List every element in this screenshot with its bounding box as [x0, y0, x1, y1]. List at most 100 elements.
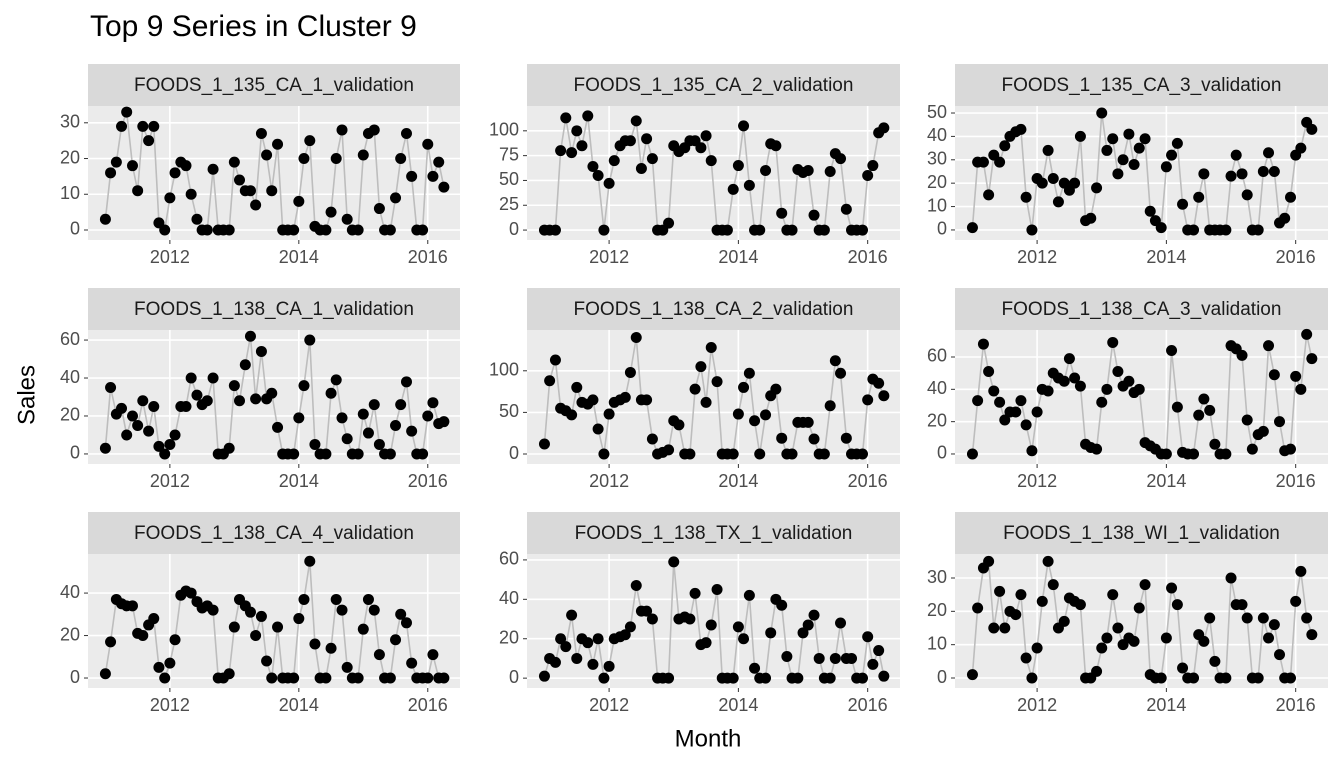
- point: [223, 668, 235, 680]
- strip: [955, 64, 1328, 106]
- point: [368, 124, 380, 136]
- point: [234, 395, 246, 407]
- y-tick-label: 0: [509, 219, 519, 239]
- point: [159, 224, 171, 236]
- point: [576, 140, 588, 152]
- point: [164, 657, 176, 669]
- point: [1257, 165, 1269, 177]
- point: [776, 207, 788, 219]
- point: [727, 672, 739, 684]
- point: [422, 410, 434, 422]
- point: [630, 331, 642, 343]
- point: [878, 670, 890, 682]
- point: [132, 185, 144, 197]
- point: [341, 213, 353, 225]
- point: [1139, 579, 1151, 591]
- point: [298, 380, 310, 392]
- point: [1010, 406, 1022, 418]
- point: [641, 605, 653, 617]
- point: [818, 224, 830, 236]
- point: [373, 203, 385, 215]
- point: [1263, 147, 1275, 159]
- point: [1225, 572, 1237, 584]
- point: [341, 433, 353, 445]
- point: [592, 169, 604, 181]
- y-tick-label: 10: [927, 195, 947, 215]
- point: [255, 128, 267, 140]
- point: [298, 593, 310, 605]
- point: [368, 399, 380, 411]
- point: [121, 106, 133, 118]
- point: [1198, 393, 1210, 405]
- y-tick-label: 0: [509, 443, 519, 463]
- point: [1058, 375, 1070, 387]
- point: [185, 372, 197, 384]
- point: [770, 383, 782, 395]
- point: [422, 138, 434, 150]
- point: [1096, 642, 1108, 654]
- point: [191, 389, 203, 401]
- point: [169, 634, 181, 646]
- point: [352, 224, 364, 236]
- x-tick-label: 2012: [1017, 695, 1057, 715]
- point: [293, 195, 305, 207]
- point: [266, 672, 278, 684]
- point: [1166, 149, 1178, 161]
- point: [1160, 632, 1172, 644]
- point: [977, 338, 989, 350]
- point: [732, 621, 744, 633]
- point: [357, 408, 369, 420]
- strip: [527, 288, 900, 330]
- point: [857, 672, 869, 684]
- point: [566, 409, 578, 421]
- point: [422, 672, 434, 684]
- point: [1279, 212, 1291, 224]
- point: [105, 382, 117, 394]
- point: [1091, 443, 1103, 455]
- point: [663, 672, 675, 684]
- point: [1171, 599, 1183, 611]
- y-tick-label: 40: [60, 367, 80, 387]
- point: [818, 448, 830, 460]
- series-line: [543, 337, 885, 456]
- chart-title: Top 9 Series in Cluster 9: [90, 10, 417, 43]
- point: [1155, 222, 1167, 234]
- point: [743, 589, 755, 601]
- point: [646, 153, 658, 165]
- y-tick-label: 30: [60, 112, 80, 132]
- point: [1074, 380, 1086, 392]
- point: [1166, 345, 1178, 357]
- point: [824, 400, 836, 412]
- x-axis-label: Month: [675, 725, 742, 752]
- point: [368, 604, 380, 616]
- point: [126, 600, 138, 612]
- point: [298, 153, 310, 165]
- point: [743, 179, 755, 191]
- point: [776, 432, 788, 444]
- point: [384, 672, 396, 684]
- y-tick-label: 0: [937, 443, 947, 463]
- point: [400, 128, 412, 140]
- x-tick-label: 2012: [150, 471, 190, 491]
- y-tick-label: 0: [937, 219, 947, 239]
- point: [598, 224, 610, 236]
- point: [603, 660, 615, 672]
- y-tick-label: 20: [927, 172, 947, 192]
- point: [1133, 383, 1145, 395]
- point: [727, 448, 739, 460]
- point: [228, 156, 240, 168]
- point: [555, 145, 567, 157]
- point: [244, 330, 256, 342]
- point: [549, 224, 561, 236]
- y-tick-label: 20: [927, 600, 947, 620]
- point: [587, 394, 599, 406]
- point: [250, 630, 262, 642]
- point: [438, 672, 450, 684]
- point: [1042, 144, 1054, 156]
- point: [1091, 665, 1103, 677]
- point: [867, 160, 879, 172]
- point: [966, 222, 978, 234]
- point: [668, 556, 680, 568]
- point: [624, 135, 636, 147]
- point: [754, 448, 766, 460]
